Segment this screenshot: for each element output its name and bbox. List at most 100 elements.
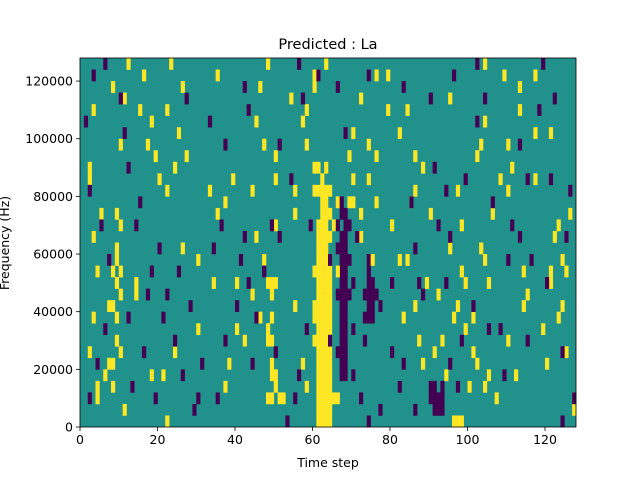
heatmap-cell [343,288,348,301]
heatmap-cell [300,357,306,370]
heatmap-cell [397,254,402,266]
heatmap-cell [235,300,240,312]
heatmap-cell [320,207,325,220]
heatmap-cell [324,415,329,428]
heatmap-cell [455,415,461,428]
heatmap-cell [339,346,344,359]
heatmap-cell [564,230,569,243]
heatmap-cell [510,161,515,174]
heatmap-cell [405,254,410,266]
heatmap-cell [266,392,271,405]
y-tick-label: 100000 [25,131,73,146]
heatmap-cell [138,104,143,116]
heatmap-cell [324,311,329,324]
heatmap-cell [366,173,371,186]
heatmap-cell [196,323,201,336]
heatmap-cell [266,323,271,336]
heatmap-cell [479,138,484,151]
plot-area [79,57,577,428]
heatmap-cell [421,357,426,370]
heatmap-cell [556,311,561,324]
heatmap-cell [235,277,240,289]
heatmap-cell [343,357,348,370]
heatmap-cell [161,369,166,382]
heatmap-cell [475,150,480,163]
heatmap-cell [324,403,329,416]
heatmap-cell [343,242,348,255]
heatmap-cell [262,265,267,278]
heatmap-cell [568,184,573,197]
heatmap-cell [370,311,375,324]
heatmap-cell [401,357,406,370]
heatmap-cell [328,392,333,405]
heatmap-cell [192,403,197,416]
heatmap-cell [548,265,554,278]
heatmap-cell [335,392,340,405]
heatmap-cell [235,323,240,336]
heatmap-cell [351,369,356,382]
heatmap-cell [413,242,418,255]
heatmap-cell [324,323,329,336]
heatmap-cell [401,81,406,93]
heatmap-cell [269,392,275,405]
heatmap-cell [107,254,112,266]
heatmap-cell [223,138,228,151]
heatmap-cell [432,403,437,416]
heatmap-cell [467,380,472,393]
heatmap-cell [514,369,519,382]
heatmap-cell [483,58,488,70]
heatmap-cell [366,138,371,151]
heatmap-cell [343,334,348,347]
x-axis: 0 20 40 60 80 100 120 [76,427,557,447]
heatmap-cell [273,219,278,232]
y-axis-label: Frequency (Hz) [0,196,12,290]
heatmap-cell [335,196,340,209]
heatmap-cell [91,104,96,116]
heatmap-cell [111,380,116,393]
heatmap-cell [525,288,530,301]
heatmap-cell [316,184,321,197]
heatmap-cell [413,184,418,197]
heatmap-cell [564,265,569,278]
heatmap-cell [517,230,523,243]
heatmap-cell [126,58,131,70]
heatmap-cell [328,357,333,370]
heatmap-cell [386,69,391,82]
heatmap-cell [521,265,526,278]
heatmap-cell [328,323,333,336]
heatmap-cell [483,115,488,128]
heatmap-cell [517,138,523,151]
heatmap-cell [506,254,511,266]
heatmap-cell [300,115,306,128]
heatmap-cell [440,403,445,416]
heatmap-cell [324,277,329,289]
heatmap-cell [343,300,348,312]
heatmap-cell [320,415,325,428]
heatmap-cell [87,161,92,174]
heatmap-cell [452,415,457,428]
heatmap-cell [293,184,298,197]
heatmap-cell [266,334,271,347]
heatmap-cell [207,115,213,128]
heatmap-cell [277,392,282,405]
heatmap-cell [200,357,205,370]
heatmap-cell [320,254,325,266]
heatmap-cell [153,392,158,405]
heatmap-cell [366,277,371,289]
heatmap-cell [122,127,127,140]
heatmap-cell [343,323,348,336]
heatmap-cell [142,346,147,359]
heatmap-cell [297,58,302,70]
heatmap-cell [122,92,127,105]
heatmap-cell [316,265,321,278]
heatmap-cell [304,380,309,393]
heatmap-cell [312,69,317,82]
heatmap-cell [548,277,554,289]
x-axis-label: Time step [296,455,359,470]
heatmap-cell [560,300,565,312]
heatmap-cell [386,104,391,116]
heatmap-cell [498,173,503,186]
heatmap-cell [324,184,329,197]
heatmap-cell [378,300,383,312]
heatmap-cell [316,230,321,243]
